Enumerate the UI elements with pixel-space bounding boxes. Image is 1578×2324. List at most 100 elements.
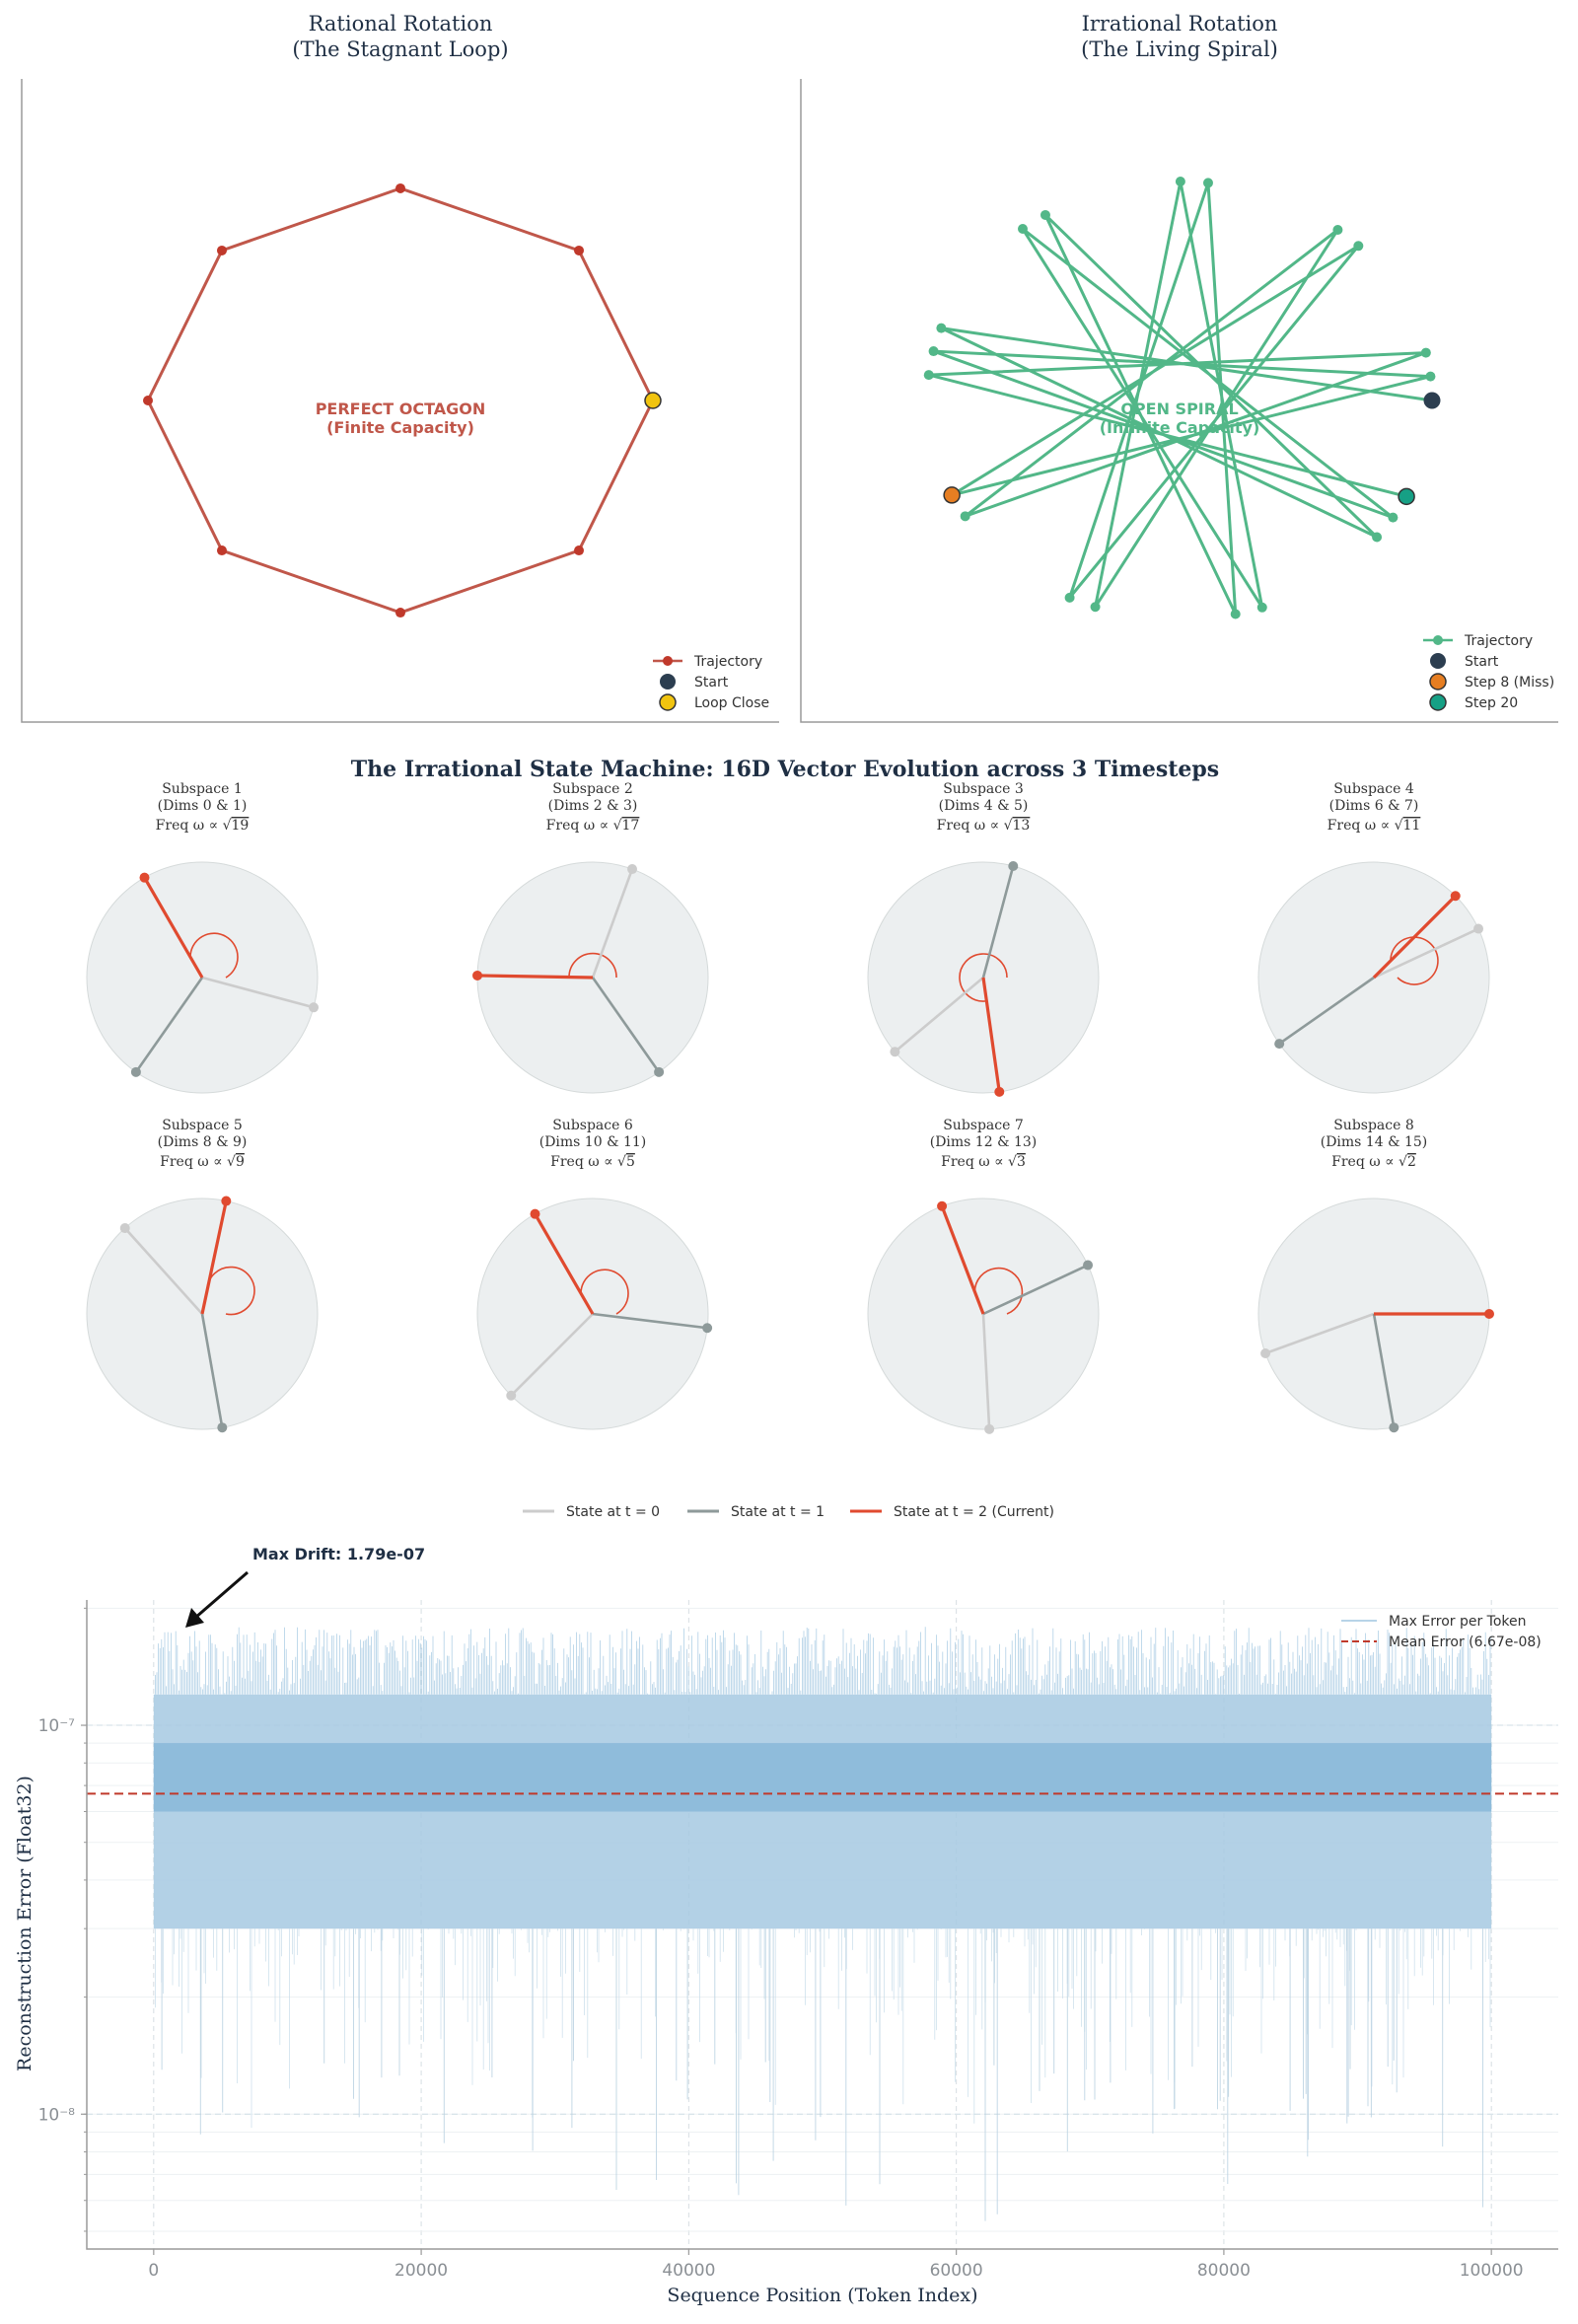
- subspace-vector-tip-t0: [984, 1423, 995, 1434]
- subspace-vector-tip-t0: [890, 1047, 900, 1057]
- subspace-freq: Freq ω ∝ √5: [550, 1154, 635, 1170]
- subspace-vector-t2: [200, 1200, 228, 1315]
- subspace-title: Subspace 4: [1333, 781, 1414, 797]
- rational-loop-close-marker: [644, 392, 662, 409]
- max-drift-label: Max Drift: 1.79e-07: [252, 1545, 425, 1563]
- y-tick-label-0: 10⁻⁸: [38, 2105, 76, 2125]
- subspace-1: Subspace 1(Dims 0 & 1) Freq ω ∝ √19: [86, 781, 320, 1094]
- legend-mean-error-label: Mean Error (6.67e-08): [1389, 1634, 1542, 1650]
- subspace-freq: Freq ω ∝ √2: [1331, 1154, 1416, 1170]
- irrational-point-16: [1332, 224, 1343, 235]
- irrational-point-5: [1202, 178, 1213, 188]
- irrational-point-13: [1256, 602, 1267, 613]
- subspace-grid: Subspace 1(Dims 0 & 1)Freq ω ∝ √19Subspa…: [86, 781, 1494, 1434]
- subspace-vector-tip-t0: [1473, 923, 1484, 934]
- max-drift-arrow: [194, 1570, 249, 1620]
- subspace-vector-t1: [982, 1264, 1089, 1316]
- subspace-angle-arc: [580, 1269, 629, 1315]
- irrational-point-14: [1175, 177, 1185, 187]
- subspace-vector-tip-t1: [217, 1422, 228, 1433]
- subspace-3: Subspace 3(Dims 4 & 5) Freq ω ∝ √13: [867, 781, 1100, 1097]
- legend-miss-marker: [1429, 673, 1447, 690]
- subspace-2: Subspace 2(Dims 2 & 3) Freq ω ∝ √17: [472, 781, 709, 1094]
- subspace-freq-value: 2: [1407, 1154, 1416, 1170]
- subspace-freq-value: 19: [232, 818, 250, 834]
- subspace-dims: (Dims 2 & 3): [548, 798, 638, 814]
- error-band: [153, 1627, 1492, 2221]
- subspace-5: Subspace 5(Dims 8 & 9) Freq ω ∝ √9: [86, 1118, 319, 1433]
- subspace-title: Subspace 8: [1333, 1118, 1414, 1133]
- subspace-freq: Freq ω ∝ √13: [937, 818, 1031, 834]
- legend-trajectory-marker: [663, 656, 673, 666]
- irrational-point-18: [1420, 347, 1431, 358]
- legend-t0-label: State at t = 0: [566, 1504, 660, 1520]
- error-deep-spikes: [161, 1928, 1483, 2221]
- legend-step20-label: Step 20: [1465, 695, 1518, 711]
- irrational-point-10: [928, 346, 939, 357]
- rational-panel: Rational Rotation (The Stagnant Loop) PE…: [21, 12, 779, 723]
- subspace-vector-t1: [200, 1313, 224, 1428]
- subspace-freq-value: 3: [1017, 1154, 1026, 1170]
- subspace-vector-t1: [1278, 976, 1375, 1046]
- subspace-freq: Freq ω ∝ √3: [941, 1154, 1026, 1170]
- subspace-angle-arc: [1390, 936, 1439, 985]
- subspace-dims: (Dims 0 & 1): [158, 798, 248, 814]
- legend-start-label: Start: [1465, 654, 1499, 670]
- subspace-4: Subspace 4(Dims 6 & 7) Freq ω ∝ √11: [1257, 781, 1490, 1094]
- subspace-title: Subspace 1: [162, 781, 243, 797]
- subspace-freq-prefix: Freq ω ∝ √: [546, 818, 622, 834]
- subspace-freq-value: 5: [626, 1154, 635, 1170]
- rational-axes: [21, 79, 779, 723]
- error-xlabel: Sequence Position (Token Index): [667, 2285, 977, 2306]
- subspace-vector-t0: [591, 868, 634, 979]
- irrational-panel: Irrational Rotation (The Living Spiral) …: [800, 12, 1558, 723]
- x-tick-label-2: 40000: [662, 2261, 715, 2281]
- subspace-title: Subspace 3: [943, 781, 1024, 797]
- subspace-vector-tip-t1: [1008, 860, 1019, 871]
- irrational-annotation-line2: (Infinite Capacity): [1100, 418, 1260, 437]
- x-tick-label-3: 60000: [930, 2261, 983, 2281]
- subspace-vector-t0: [510, 1313, 594, 1397]
- subspace-vector-t0: [201, 976, 315, 1009]
- max-drift-annotation: Max Drift: 1.79e-07: [185, 1545, 425, 1628]
- subspace-vector-t0: [894, 977, 984, 1053]
- subspace-freq-value: 13: [1013, 818, 1031, 834]
- irrational-point-9: [1425, 371, 1436, 382]
- subspace-vector-tip-t2: [1450, 891, 1461, 902]
- irrational-point-12: [1017, 224, 1028, 235]
- subspace-vector-t0: [123, 1227, 203, 1315]
- subspace-angle-arc: [568, 952, 617, 979]
- subspace-angle-arc: [973, 1267, 1024, 1315]
- subspace-vector-tip-t2: [221, 1196, 232, 1206]
- subspace-freq-prefix: Freq ω ∝ √: [941, 1154, 1017, 1170]
- irrational-point-6: [1064, 592, 1075, 603]
- subspace-vector-tip-t0: [309, 1002, 320, 1013]
- subspace-vector-tip-t2: [937, 1200, 948, 1211]
- legend-loop-close-label: Loop Close: [694, 695, 769, 711]
- subspace-freq-prefix: Freq ω ∝ √: [156, 818, 232, 834]
- legend-step20-marker: [1429, 693, 1447, 711]
- irrational-point-4: [1230, 609, 1241, 619]
- irrational-point-7: [1353, 241, 1364, 252]
- subspace-vector-t0: [1373, 927, 1479, 980]
- subspace-vector-t2: [143, 876, 204, 979]
- subspace-vector-tip-t0: [627, 864, 638, 875]
- subspace-vector-tip-t1: [1083, 1260, 1094, 1271]
- rational-subtitle: (The Stagnant Loop): [292, 37, 508, 61]
- irrational-point-11: [1388, 512, 1399, 523]
- subspace-dims: (Dims 14 & 15): [1321, 1134, 1428, 1150]
- subspace-freq-value: 11: [1403, 818, 1421, 834]
- irrational-step20-marker: [1398, 487, 1415, 506]
- subspace-dims: (Dims 8 & 9): [158, 1134, 248, 1150]
- subspace-vector-t2: [981, 977, 1001, 1093]
- error-core-band: [153, 1743, 1492, 1812]
- legend-start-marker: [660, 674, 676, 690]
- subspace-8: Subspace 8(Dims 14 & 15) Freq ω ∝ √2: [1257, 1118, 1494, 1433]
- subspace-vector-tip-t2: [1484, 1309, 1494, 1319]
- subspace-vector-tip-t2: [472, 970, 483, 980]
- subspace-6: Subspace 6(Dims 10 & 11) Freq ω ∝ √5: [476, 1118, 713, 1430]
- subspace-vector-tip-t2: [530, 1208, 540, 1219]
- subspace-vector-tip-t2: [994, 1086, 1005, 1097]
- rational-annotation-line2: (Finite Capacity): [326, 418, 474, 437]
